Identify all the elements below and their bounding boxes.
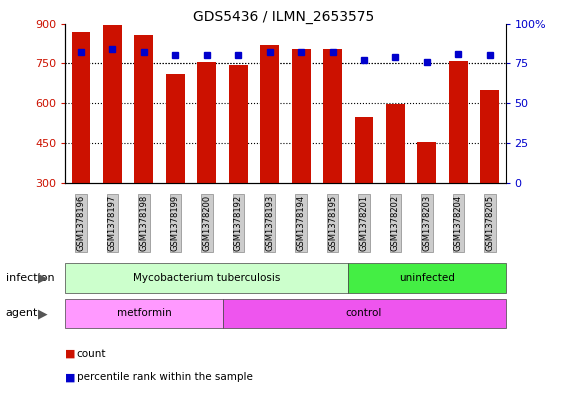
Bar xyxy=(229,65,248,183)
Text: ■: ■ xyxy=(65,349,76,359)
Text: ▶: ▶ xyxy=(38,307,47,320)
Text: GDS5436 / ILMN_2653575: GDS5436 / ILMN_2653575 xyxy=(193,10,375,24)
Bar xyxy=(65,263,348,293)
Bar xyxy=(348,263,506,293)
Bar xyxy=(135,35,153,183)
Text: GSM1378200: GSM1378200 xyxy=(202,195,211,251)
Bar xyxy=(292,49,311,183)
Text: GSM1378204: GSM1378204 xyxy=(454,195,463,251)
Text: GSM1378194: GSM1378194 xyxy=(296,195,306,251)
Text: GSM1378196: GSM1378196 xyxy=(77,195,86,251)
Bar xyxy=(103,26,122,183)
Text: metformin: metformin xyxy=(116,309,172,318)
Bar xyxy=(65,299,223,328)
Bar xyxy=(260,45,279,183)
Bar xyxy=(417,142,436,183)
Text: GSM1378197: GSM1378197 xyxy=(108,195,117,251)
Text: GSM1378202: GSM1378202 xyxy=(391,195,400,251)
Text: GSM1378203: GSM1378203 xyxy=(423,195,432,251)
Bar xyxy=(323,49,342,183)
Bar xyxy=(481,90,499,183)
Text: uninfected: uninfected xyxy=(399,273,455,283)
Text: GSM1378198: GSM1378198 xyxy=(139,195,148,251)
Text: GSM1378195: GSM1378195 xyxy=(328,195,337,251)
Bar xyxy=(166,74,185,183)
Text: percentile rank within the sample: percentile rank within the sample xyxy=(77,372,253,382)
Text: GSM1378192: GSM1378192 xyxy=(234,195,243,251)
Bar xyxy=(386,104,405,183)
Bar xyxy=(198,62,216,183)
Text: GSM1378193: GSM1378193 xyxy=(265,195,274,251)
Text: ▶: ▶ xyxy=(38,272,47,285)
Text: GSM1378199: GSM1378199 xyxy=(171,195,180,251)
Text: GSM1378205: GSM1378205 xyxy=(485,195,494,251)
Bar xyxy=(449,61,468,183)
Bar xyxy=(354,117,373,183)
Bar xyxy=(72,32,90,183)
Text: control: control xyxy=(346,309,382,318)
Text: count: count xyxy=(77,349,106,359)
Text: infection: infection xyxy=(6,273,55,283)
Text: ■: ■ xyxy=(65,372,76,382)
Text: Mycobacterium tuberculosis: Mycobacterium tuberculosis xyxy=(133,273,281,283)
Text: GSM1378201: GSM1378201 xyxy=(360,195,369,251)
Bar xyxy=(223,299,506,328)
Text: agent: agent xyxy=(6,309,38,318)
